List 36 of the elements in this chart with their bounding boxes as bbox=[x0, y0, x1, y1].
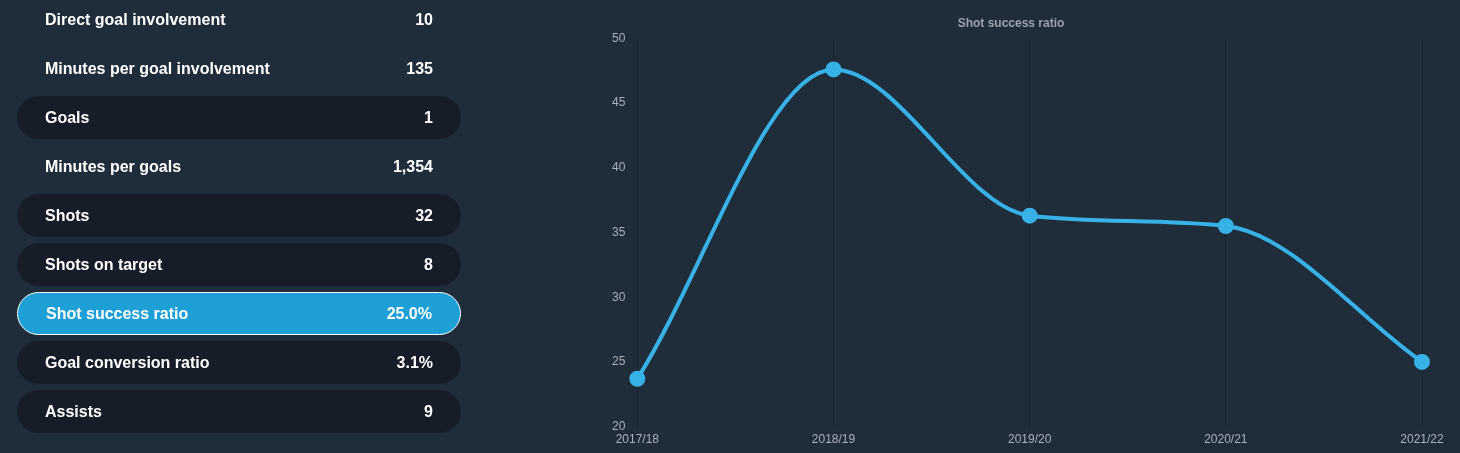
y-tick-label: 40 bbox=[611, 160, 626, 175]
text: 25.0% bbox=[386, 304, 432, 322]
x-tick-label: 2018/19 bbox=[811, 432, 856, 447]
text: 135 bbox=[406, 59, 433, 77]
y-tick-label: 50 bbox=[611, 30, 626, 45]
point bbox=[1217, 218, 1234, 235]
point bbox=[1021, 207, 1038, 224]
text: 1,354 bbox=[392, 157, 433, 175]
x-tick-label: 2017/18 bbox=[615, 432, 660, 447]
point bbox=[1414, 353, 1430, 370]
category-label: Goal conversion ratio bbox=[45, 353, 210, 372]
text: 10 bbox=[415, 10, 433, 28]
text: 32 bbox=[415, 206, 433, 224]
chart-title: Shot success ratio bbox=[957, 15, 1065, 30]
category-label: Direct goal involvement bbox=[45, 10, 226, 29]
category-label: Minutes per goal involvement bbox=[45, 59, 270, 78]
x-tick-label: 2020/21 bbox=[1204, 432, 1248, 447]
category-label: Minutes per goals bbox=[45, 157, 182, 176]
y-tick-label: 30 bbox=[611, 289, 626, 304]
point bbox=[629, 370, 646, 387]
y-tick-label: 20 bbox=[611, 418, 626, 433]
point bbox=[825, 61, 842, 78]
category-label: Shots on target bbox=[45, 255, 163, 274]
y-tick-label: 45 bbox=[611, 95, 626, 110]
x-tick-label: 2019/20 bbox=[1007, 432, 1052, 447]
category-label: Goals bbox=[45, 108, 90, 127]
text: 9 bbox=[424, 402, 433, 420]
y-tick-label: 25 bbox=[611, 354, 626, 369]
category-label: Assists bbox=[45, 402, 102, 421]
text: 3.1% bbox=[396, 353, 433, 371]
text: 8 bbox=[424, 255, 433, 273]
text: 1 bbox=[424, 108, 433, 126]
category-label: Shot success ratio bbox=[46, 304, 189, 323]
y-tick-label: 35 bbox=[611, 224, 626, 239]
category-label: Shots bbox=[45, 206, 90, 225]
x-tick-label: 2021/22 bbox=[1400, 432, 1445, 447]
